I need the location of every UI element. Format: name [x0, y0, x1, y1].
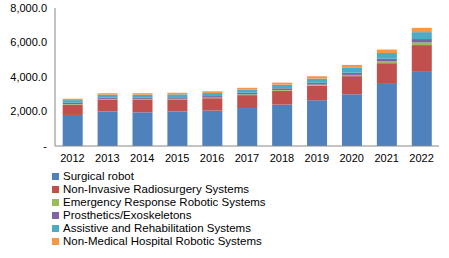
- svg-text:2012: 2012: [60, 152, 84, 164]
- svg-text:2021: 2021: [374, 152, 398, 164]
- html-text:Prosthetics/Exoskeletons: Prosthetics/Exoskeletons: [63, 209, 192, 221]
- html-text:Non-Medical Hospital Robotic S: Non-Medical Hospital Robotic Systems: [63, 235, 262, 247]
- html-text:Surgical robot: Surgical robot: [63, 170, 134, 182]
- svg-text:2018: 2018: [270, 152, 294, 164]
- svg-text:8,000.0: 8,000.0: [10, 2, 47, 14]
- svg-text:2019: 2019: [305, 152, 329, 164]
- svg-text:-: -: [43, 140, 47, 152]
- svg-text:2020: 2020: [339, 152, 363, 164]
- svg-text:4,000.0: 4,000.0: [10, 71, 47, 83]
- svg-text:2014: 2014: [130, 152, 154, 164]
- svg-text:2013: 2013: [95, 152, 119, 164]
- html-text:Assistive and Rehabilitation S: Assistive and Rehabilitation Systems: [63, 222, 251, 234]
- svg-text:2017: 2017: [235, 152, 259, 164]
- svg-text:2016: 2016: [200, 152, 224, 164]
- svg-text:2015: 2015: [165, 152, 189, 164]
- svg-text:6,000.0: 6,000.0: [10, 36, 47, 48]
- svg-text:2022: 2022: [409, 152, 433, 164]
- html-text:Emergency Response Robotic Sys: Emergency Response Robotic Systems: [63, 196, 266, 208]
- svg-text:2,000.0: 2,000.0: [10, 105, 47, 117]
- html-text:Non-Invasive Radiosurgery Syst: Non-Invasive Radiosurgery Systems: [63, 183, 249, 195]
